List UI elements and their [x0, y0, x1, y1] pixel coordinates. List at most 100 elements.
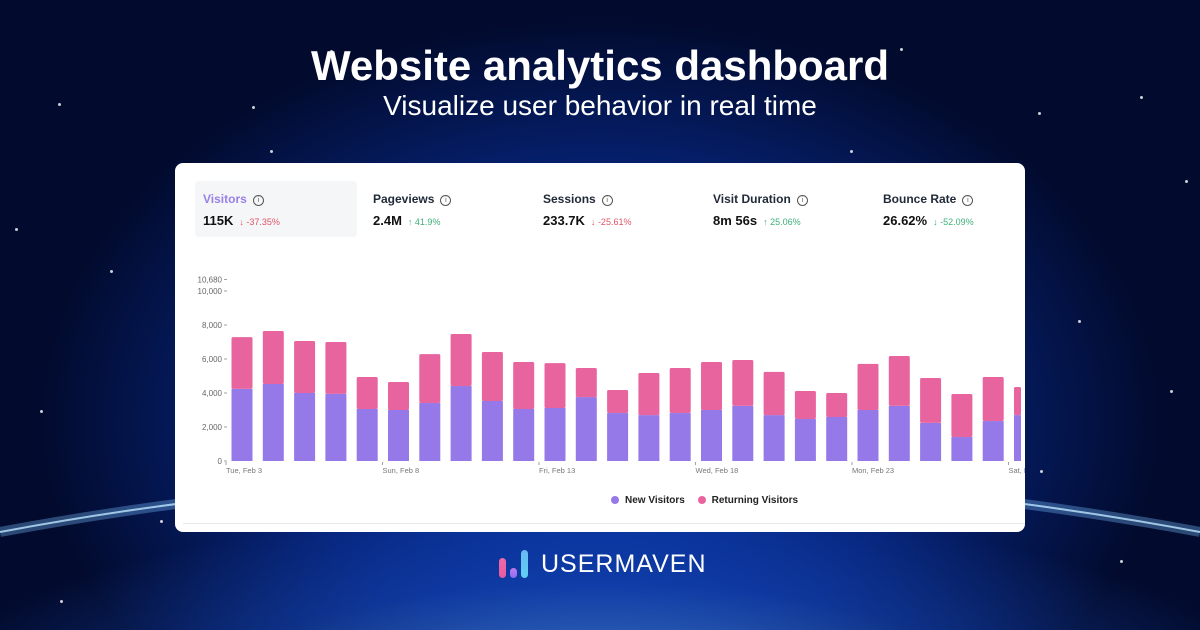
bar-returning-visitors: [794, 390, 816, 420]
bar-new-visitors: [920, 422, 942, 461]
bar-new-visitors: [388, 410, 409, 461]
bar-returning-visitors: [857, 363, 879, 410]
bar-new-visitors: [982, 421, 1004, 461]
usermaven-logo: USERMAVEN: [497, 548, 707, 580]
bar-returning-visitors: [450, 334, 472, 387]
bar-new-visitors: [857, 410, 879, 461]
metric-label-text: Pageviews: [373, 192, 435, 206]
x-tick-label: Fri, Feb 13: [539, 466, 575, 475]
bar-returning-visitors: [231, 337, 253, 389]
bar-new-visitors: [763, 415, 785, 461]
star: [1170, 390, 1173, 393]
bar-returning-visitors: [888, 355, 910, 406]
legend-new-visitors[interactable]: New Visitors: [611, 495, 685, 506]
star: [1185, 180, 1188, 183]
info-icon[interactable]: i: [601, 195, 613, 206]
bar-new-visitors: [262, 383, 284, 461]
bar-returning-visitors: [419, 354, 441, 404]
bar-new-visitors: [951, 437, 973, 461]
arrow-up-icon: ↑: [763, 217, 768, 227]
bar-new-visitors: [607, 413, 629, 461]
bar-new-visitors: [544, 407, 566, 461]
bar-new-visitors: [419, 403, 441, 461]
metric-bounce-rate[interactable]: Bounce Rate i 26.62% ↓ -52.09%: [875, 181, 1025, 237]
star: [252, 106, 255, 109]
info-icon[interactable]: i: [796, 195, 808, 206]
metric-change-value: -25.61%: [597, 217, 632, 227]
page-title: Website analytics dashboard: [310, 42, 890, 89]
star: [1078, 320, 1081, 323]
metric-value-row: 2.4M ↑ 41.9%: [373, 213, 440, 228]
bar-returning-visitors: [732, 360, 754, 406]
metric-value-row: 115K ↓ -37.35%: [203, 213, 280, 228]
bar-new-visitors: [638, 415, 660, 461]
bar-new-visitors: [294, 393, 316, 461]
usermaven-logo-icon: [499, 550, 528, 578]
arrow-up-icon: ↑: [407, 217, 413, 227]
bar-returning-visitors: [763, 371, 785, 416]
bar-returning-visitors: [920, 378, 942, 423]
bar-new-visitors: [450, 386, 472, 461]
info-icon[interactable]: i: [252, 195, 264, 206]
metric-change: ↓ -52.09%: [933, 217, 974, 227]
bar-returning-visitors: [388, 381, 409, 410]
y-tick-label: 2,000: [202, 423, 223, 432]
bar-new-visitors: [325, 393, 347, 461]
legend-label-new: New Visitors: [625, 495, 685, 506]
metric-value: 2.4M: [373, 213, 402, 228]
star: [1040, 470, 1043, 473]
y-tick-label: 4,000: [202, 389, 223, 398]
x-tick-label: Tue, Feb 3: [226, 466, 262, 475]
metric-change-value: 41.9%: [414, 217, 441, 227]
arrow-down-icon: ↓: [590, 217, 596, 227]
metric-value-row: 233.7K ↓ -25.61%: [543, 213, 631, 228]
bar-returning-visitors: [982, 377, 1004, 422]
metric-value: 26.62%: [883, 213, 928, 228]
bar-returning-visitors: [826, 393, 848, 417]
x-tick-label: Sun, Feb 8: [383, 466, 420, 475]
bar-returning-visitors: [607, 389, 629, 414]
metric-change: ↑ 25.06%: [763, 217, 801, 227]
metric-value-row: 8m 56s ↑ 25.06%: [713, 213, 801, 228]
legend-dot-returning: [697, 496, 706, 504]
bar-returning-visitors: [1014, 387, 1021, 416]
bar-new-visitors: [1014, 415, 1021, 461]
metric-value: 115K: [203, 213, 234, 228]
metric-sessions[interactable]: Sessions i 233.7K ↓ -25.61%: [535, 181, 697, 237]
metric-value: 233.7K: [543, 213, 585, 228]
legend-returning-visitors[interactable]: Returning Visitors: [697, 495, 799, 506]
bar-new-visitors: [732, 405, 754, 461]
bar-returning-visitors: [669, 368, 691, 414]
bar-new-visitors: [794, 419, 816, 461]
arrow-down-icon: ↓: [239, 217, 244, 227]
star: [270, 150, 273, 153]
metric-change-value: -52.09%: [940, 217, 974, 227]
bar-returning-visitors: [951, 394, 973, 438]
legend-label-returning: Returning Visitors: [711, 495, 799, 506]
metric-pageviews[interactable]: Pageviews i 2.4M ↑ 41.9%: [365, 181, 527, 237]
x-tick-label: Mon, Feb 23: [852, 466, 894, 475]
bar-returning-visitors: [481, 352, 503, 401]
star: [58, 103, 61, 106]
metric-label: Bounce Rate i: [883, 192, 974, 206]
star: [110, 270, 113, 273]
metric-visitors[interactable]: Visitors i 115K ↓ -37.35%: [195, 181, 357, 237]
metric-visit-duration[interactable]: Visit Duration i 8m 56s ↑ 25.06%: [705, 181, 867, 237]
metric-change: ↑ 41.9%: [408, 217, 441, 227]
y-tick-label: 10,680: [198, 275, 223, 284]
bar-new-visitors: [888, 405, 910, 461]
bar-new-visitors: [701, 410, 722, 461]
y-tick-label: 6,000: [202, 355, 223, 364]
star: [1140, 96, 1143, 99]
info-icon[interactable]: i: [962, 195, 974, 206]
star: [330, 50, 333, 53]
star: [850, 150, 853, 153]
metric-change-value: 25.06%: [770, 217, 801, 227]
bar-returning-visitors: [294, 340, 316, 393]
bar-returning-visitors: [513, 362, 535, 409]
bar-new-visitors: [826, 416, 848, 461]
y-tick-label: 8,000: [202, 321, 223, 330]
star: [900, 48, 903, 51]
info-icon[interactable]: i: [440, 195, 452, 206]
y-tick-label: 10,000: [198, 287, 223, 296]
